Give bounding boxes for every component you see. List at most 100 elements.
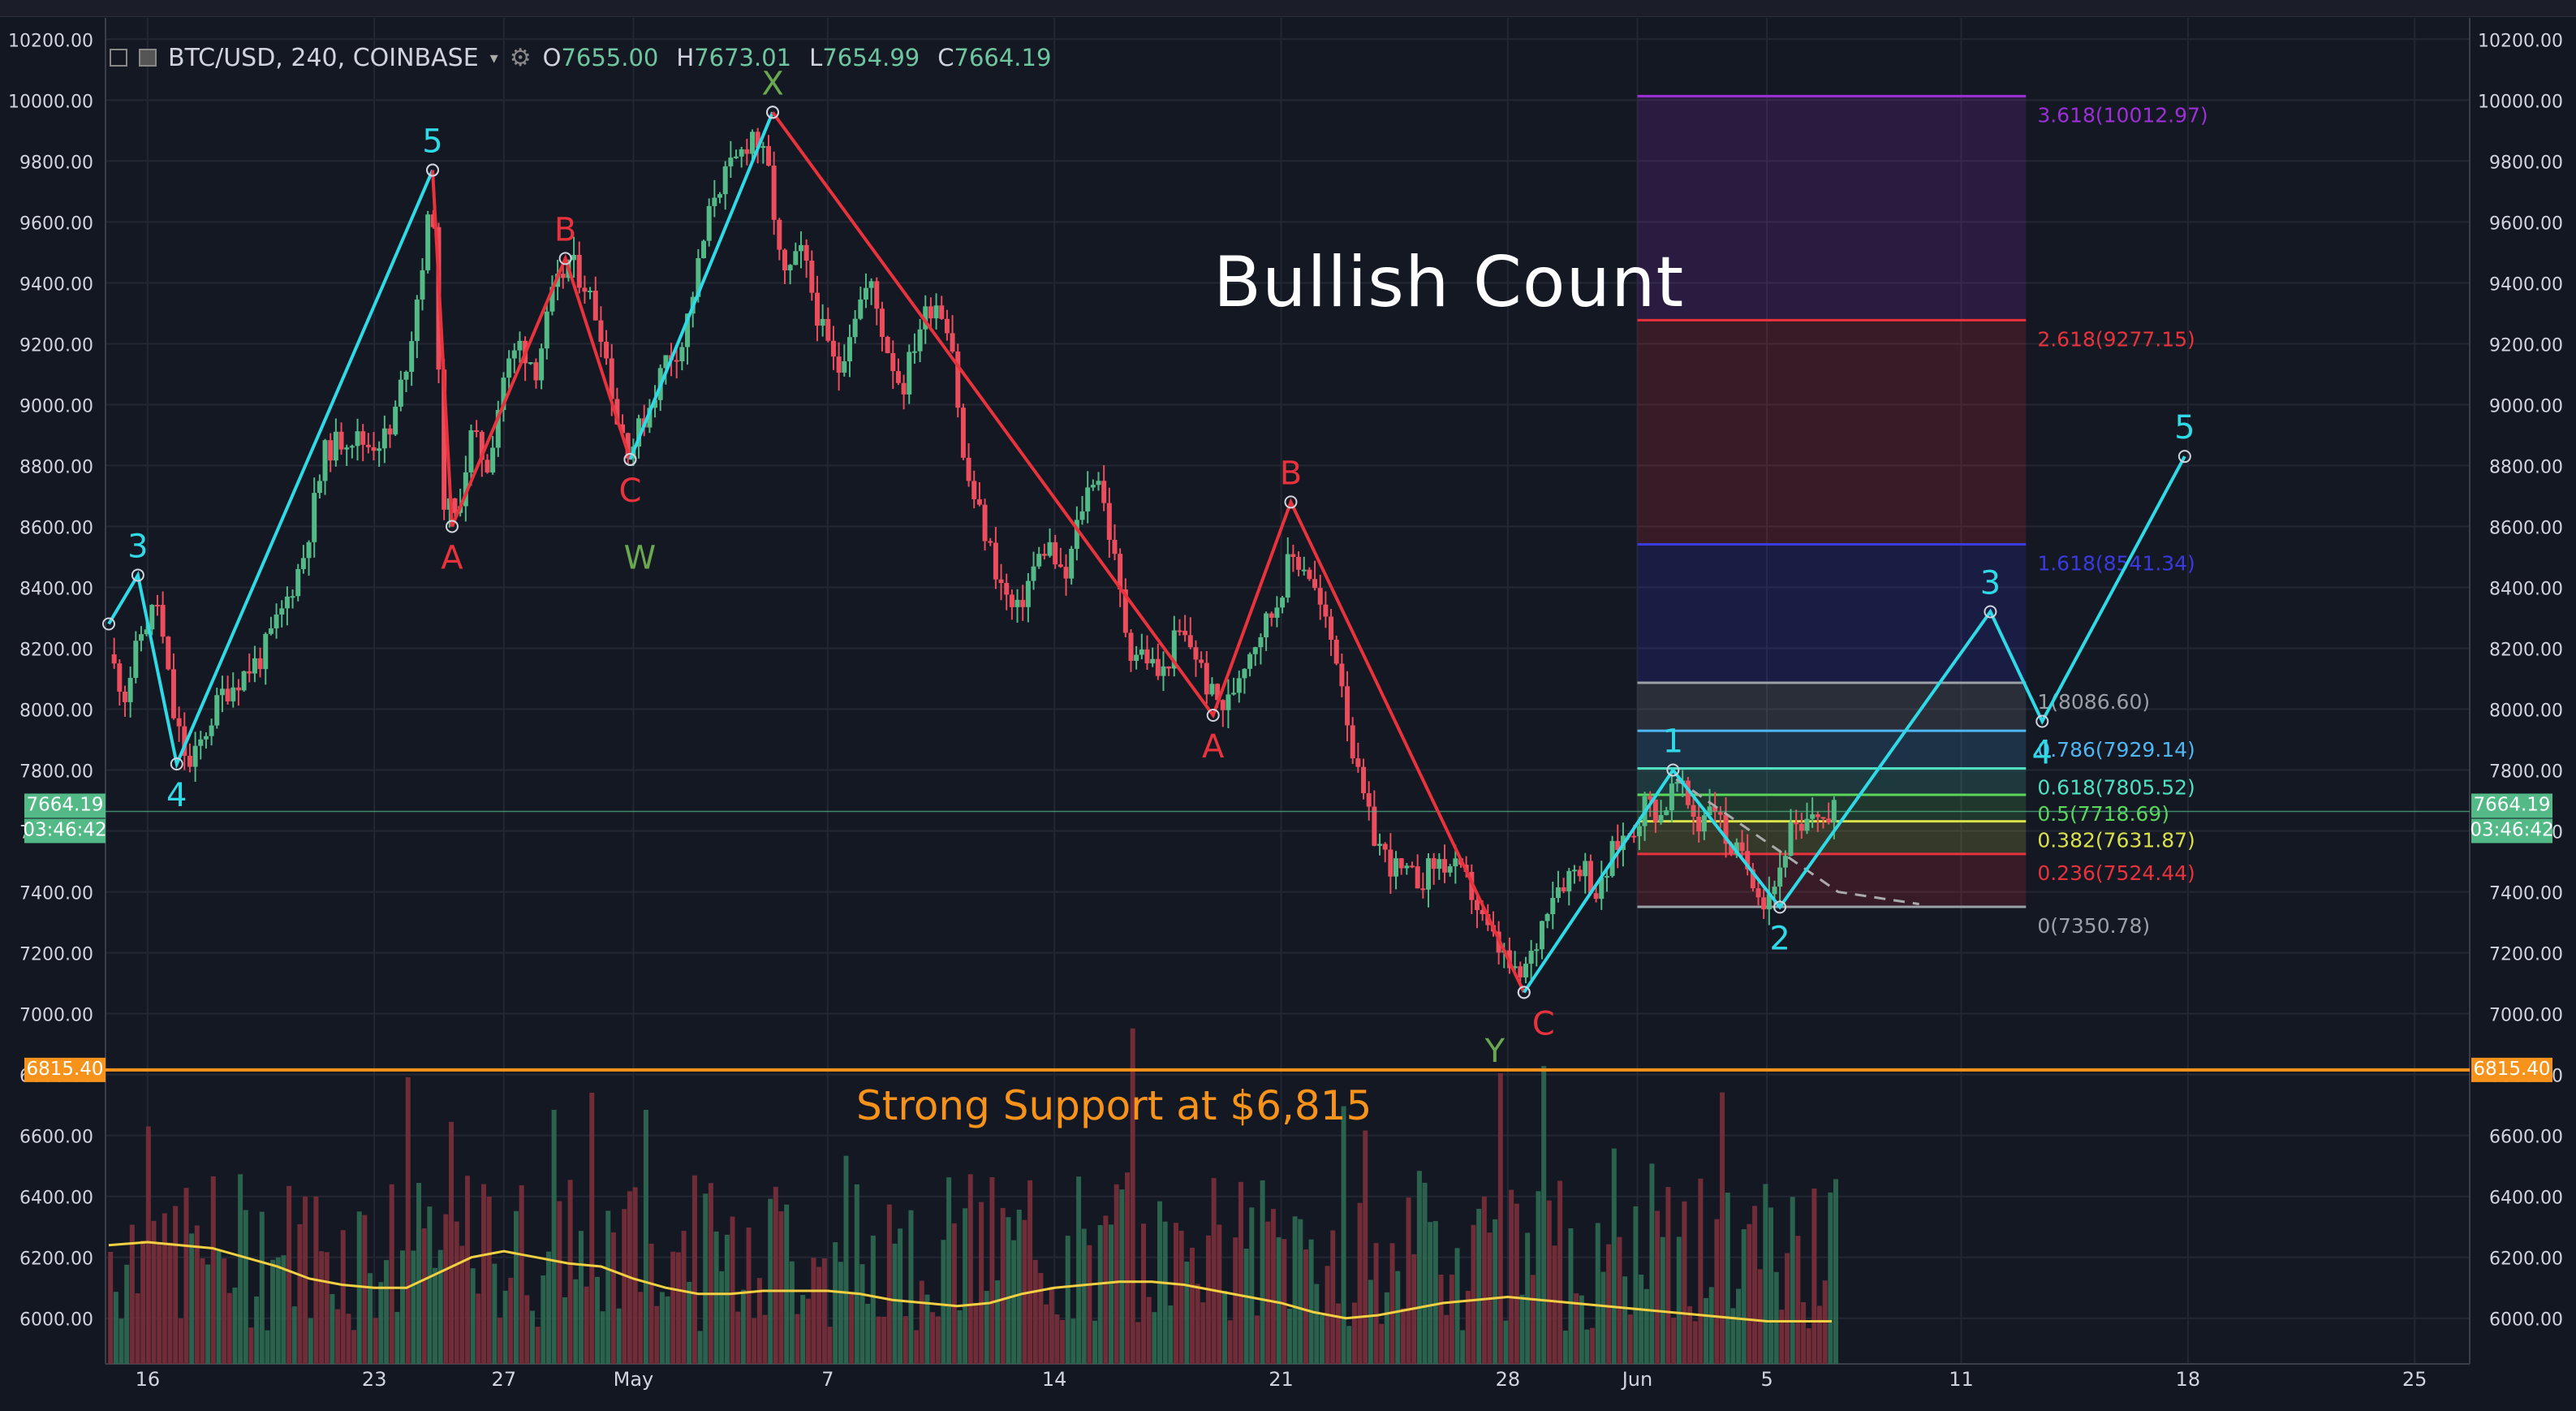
candle-body xyxy=(734,156,739,158)
volume-bar xyxy=(1611,1148,1617,1364)
volume-bar xyxy=(908,1210,914,1364)
volume-bar xyxy=(270,1259,276,1364)
y-tick-left: 9400.00 xyxy=(19,274,93,295)
candle-body xyxy=(620,424,626,434)
volume-bar xyxy=(821,1258,827,1364)
wave-pivot xyxy=(623,452,637,466)
candle-body xyxy=(830,340,836,357)
candle-body xyxy=(706,205,712,241)
candle-body xyxy=(1583,861,1588,877)
last-price-tag-left-bg xyxy=(24,793,106,818)
candle-body xyxy=(1171,630,1177,669)
candle-body xyxy=(787,265,793,271)
candle-body xyxy=(701,240,707,259)
volume-bar xyxy=(1303,1249,1308,1364)
volume-bar xyxy=(470,1268,476,1364)
bullish-count-title: Bullish Count xyxy=(1213,242,1685,323)
candle-body xyxy=(782,249,787,271)
volume-bar xyxy=(378,1282,384,1364)
y-tick-right: 7000.00 xyxy=(2489,1006,2563,1026)
volume-bar xyxy=(838,1262,843,1364)
volume-bar xyxy=(465,1176,471,1364)
volume-bar xyxy=(730,1216,735,1364)
volume-bar xyxy=(324,1252,330,1364)
volume-bar xyxy=(941,1240,946,1364)
volume-bar xyxy=(1178,1230,1184,1364)
candle-body xyxy=(750,132,756,154)
square-icon[interactable] xyxy=(139,49,157,67)
candle-body xyxy=(468,429,474,472)
x-tick-label: 11 xyxy=(1949,1368,1974,1391)
x-tick-label: 25 xyxy=(2402,1368,2427,1391)
candle-body xyxy=(803,244,809,261)
y-tick-left: 10000.00 xyxy=(8,92,93,112)
candle-body xyxy=(1648,796,1653,800)
expand-icon[interactable] xyxy=(110,49,127,67)
candle-body xyxy=(328,440,334,461)
volume-bar xyxy=(1298,1219,1303,1364)
volume-bar xyxy=(1000,1207,1006,1364)
candle-body xyxy=(1301,569,1307,572)
symbol-label[interactable]: BTC/USD, 240, COINBASE xyxy=(168,43,479,72)
volume-bar xyxy=(1627,1314,1633,1364)
volume-bar xyxy=(1438,1275,1444,1364)
volume-bar xyxy=(675,1252,681,1364)
wave-pivot xyxy=(2178,450,2191,464)
volume-bar xyxy=(1639,1274,1644,1364)
x-tick-label: 14 xyxy=(1042,1368,1067,1391)
volume-bar xyxy=(384,1260,390,1364)
candle-body xyxy=(1571,869,1577,872)
high-value: 7673.01 xyxy=(694,44,792,71)
y-tick-left: 7200.00 xyxy=(19,945,93,965)
settings-icon[interactable]: ⚙ xyxy=(509,43,532,72)
volume-bar xyxy=(1416,1171,1422,1364)
volume-bar xyxy=(1503,1320,1509,1364)
volume-bar xyxy=(616,1308,622,1364)
volume-bar xyxy=(254,1296,260,1364)
volume-bar xyxy=(346,1314,351,1364)
y-tick-left: 8400.00 xyxy=(19,579,93,599)
volume-bar xyxy=(886,1204,892,1364)
volume-bar xyxy=(746,1228,752,1364)
volume-bar xyxy=(1514,1203,1519,1364)
candle-body xyxy=(674,360,679,362)
candle-body xyxy=(1290,554,1296,557)
wave-label: W xyxy=(624,539,657,576)
candle-body xyxy=(588,291,593,293)
candle-body xyxy=(279,608,285,615)
candle-body xyxy=(1355,758,1361,767)
y-tick-right: 9800.00 xyxy=(2489,153,2563,173)
volume-bar xyxy=(1141,1223,1147,1364)
candle-body xyxy=(1166,666,1172,669)
volume-bar xyxy=(454,1221,459,1364)
candle-body xyxy=(1544,913,1550,921)
volume-bar xyxy=(1400,1308,1406,1364)
volume-bar xyxy=(600,1311,605,1364)
caret-down-icon[interactable]: ▾ xyxy=(489,48,498,67)
candle-body xyxy=(582,287,588,292)
volume-bar xyxy=(778,1211,784,1364)
volume-bar xyxy=(1065,1236,1070,1364)
volume-bar xyxy=(1319,1315,1325,1364)
volume-bar xyxy=(118,1318,124,1364)
volume-bar xyxy=(1682,1201,1687,1364)
volume-bar xyxy=(308,1318,313,1364)
candle-body xyxy=(1577,869,1583,877)
candle-body xyxy=(1025,580,1031,607)
wave-pivot xyxy=(1773,900,1787,914)
candle-body xyxy=(1339,663,1345,687)
candle-body xyxy=(614,399,620,425)
volume-bar xyxy=(1660,1236,1665,1364)
volume-bar xyxy=(1249,1207,1255,1364)
volume-bar xyxy=(1011,1240,1017,1364)
fib-band xyxy=(1637,768,2027,796)
volume-bar xyxy=(1687,1305,1693,1364)
candle-body xyxy=(338,431,344,450)
volume-bar xyxy=(1276,1237,1282,1364)
volume-bar xyxy=(703,1193,709,1364)
volume-bar xyxy=(124,1264,130,1364)
volume-bar xyxy=(1265,1221,1271,1364)
volume-bar xyxy=(200,1258,205,1364)
volume-bar xyxy=(492,1263,498,1364)
